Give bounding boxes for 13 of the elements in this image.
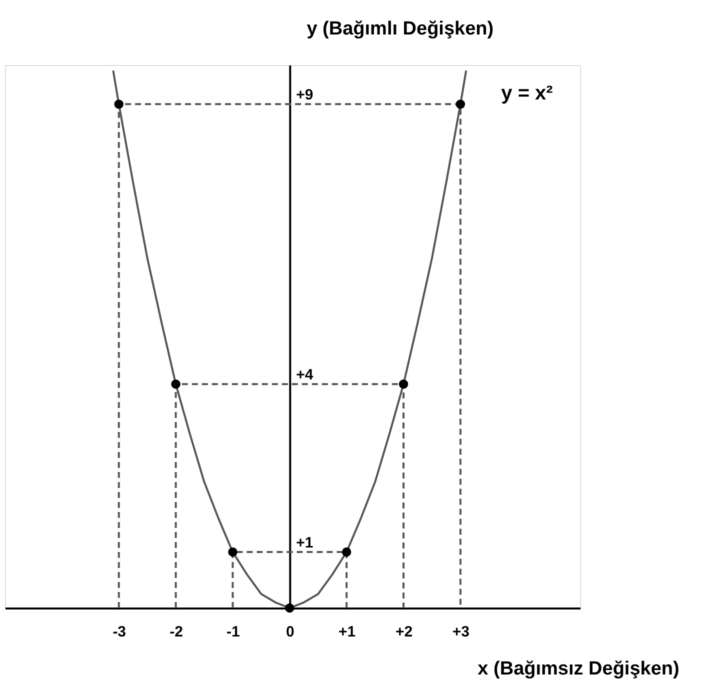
x-tick-label: -1 <box>226 624 240 640</box>
x-tick-label: +2 <box>395 624 413 640</box>
x-tick-label: -2 <box>170 624 183 640</box>
x-tick-label: +3 <box>452 624 470 640</box>
x-tick-label: +1 <box>338 624 356 640</box>
x-axis-title: x (Bağımsız Değişken) <box>478 658 680 680</box>
y-tick-label: +9 <box>296 86 314 104</box>
y-tick-label: +1 <box>296 534 314 552</box>
x-tick-label: 0 <box>286 624 294 640</box>
y-tick-label: +4 <box>296 366 314 384</box>
x-tick-label: -3 <box>112 624 126 640</box>
series-label: y = x² <box>501 82 554 105</box>
y-axis-title: y (Bağımlı Değişken) <box>306 18 494 40</box>
